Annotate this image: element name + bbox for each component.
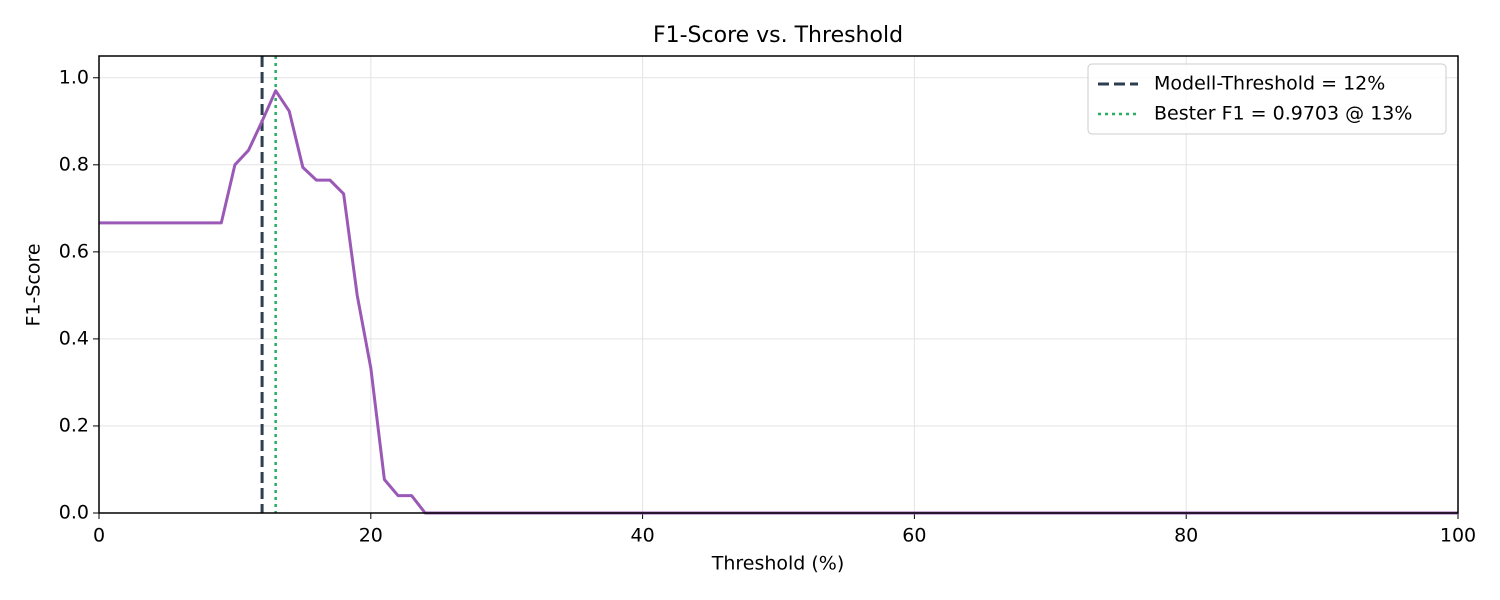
x-tick-label: 20 bbox=[359, 525, 383, 547]
x-tick-label: 0 bbox=[93, 525, 105, 547]
legend-label: Bester F1 = 0.9703 @ 13% bbox=[1154, 103, 1412, 125]
x-tick-label: 80 bbox=[1174, 525, 1198, 547]
chart-title: F1-Score vs. Threshold bbox=[653, 23, 903, 48]
x-tick-label: 100 bbox=[1440, 525, 1476, 547]
y-tick-label: 1.0 bbox=[59, 66, 89, 88]
y-axis-label: F1-Score bbox=[23, 243, 45, 326]
plot-frame bbox=[98, 55, 1459, 514]
y-tick-label: 0.4 bbox=[59, 327, 89, 349]
y-tick-label: 0.2 bbox=[59, 414, 89, 436]
x-tick-label: 40 bbox=[631, 525, 655, 547]
x-tick-label: 60 bbox=[902, 525, 926, 547]
legend-box bbox=[1087, 63, 1447, 135]
legend-label: Modell-Threshold = 12% bbox=[1154, 73, 1385, 95]
y-tick-label: 0.6 bbox=[59, 240, 89, 262]
y-tick-label: 0.8 bbox=[59, 153, 89, 175]
x-axis-label: Threshold (%) bbox=[711, 553, 845, 575]
y-tick-label: 0.0 bbox=[59, 502, 89, 524]
